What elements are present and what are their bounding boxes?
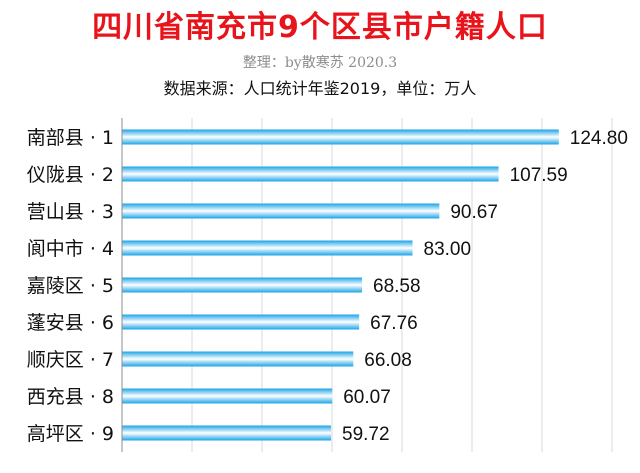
chart-title: 四川省南充市9个区县市户籍人口 xyxy=(92,10,548,45)
bar xyxy=(122,351,354,367)
category-label: 阆中市 · 4 xyxy=(27,238,114,260)
category-label: 营山县 · 3 xyxy=(27,201,114,223)
category-label: 南部县 · 1 xyxy=(27,127,114,149)
category-label: 顺庆区 · 7 xyxy=(27,349,114,371)
chart-source-note: 数据来源：人口统计年鉴2019，单位：万人 xyxy=(163,79,477,98)
category-label: 仪陇县 · 2 xyxy=(27,164,114,186)
bar xyxy=(122,314,360,330)
category-label: 嘉陵区 · 5 xyxy=(27,275,114,297)
data-label: 83.00 xyxy=(424,239,472,260)
category-label: 西充县 · 8 xyxy=(27,386,114,408)
labels: 南部县 · 1 124.80 仪陇县 · 2 107.59 营山县 · 3 90.67 阆中… xyxy=(27,127,628,445)
category-label: 高坪区 · 9 xyxy=(27,423,114,445)
category-label: 蓬安县 · 6 xyxy=(27,312,114,334)
chart-credit: 整理：by散寒苏 2020.3 xyxy=(242,55,398,71)
data-label: 90.67 xyxy=(450,202,498,223)
bar xyxy=(122,166,499,182)
bars xyxy=(122,129,559,441)
data-label: 60.07 xyxy=(343,387,391,408)
bar xyxy=(122,240,413,256)
bar xyxy=(122,203,440,219)
bar xyxy=(122,129,559,145)
data-label: 124.80 xyxy=(570,128,628,149)
bar xyxy=(122,277,363,293)
data-label: 68.58 xyxy=(373,276,421,297)
data-label: 67.76 xyxy=(370,313,418,334)
data-label: 59.72 xyxy=(342,424,390,445)
data-label: 66.08 xyxy=(364,350,412,371)
bar xyxy=(122,388,333,404)
bar xyxy=(122,425,332,441)
data-label: 107.59 xyxy=(510,165,568,186)
